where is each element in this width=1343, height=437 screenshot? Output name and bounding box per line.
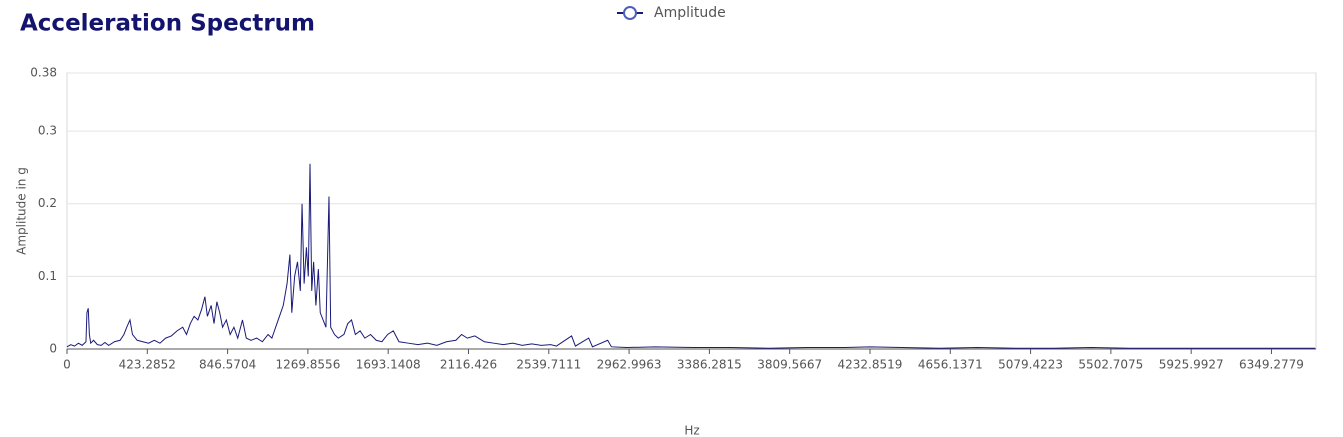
- y-tick-label: 0: [49, 342, 57, 356]
- x-tick-label: 846.5704: [199, 358, 256, 372]
- plot-frame: [66, 72, 1317, 350]
- x-tick-label: 1269.8556: [275, 358, 340, 372]
- y-tick-label: 0.3: [38, 124, 57, 138]
- y-tick-label: 0.1: [38, 269, 57, 283]
- x-tick-label: 6349.2779: [1239, 358, 1304, 372]
- x-tick-label: 3386.2815: [677, 358, 742, 372]
- x-axis-label: Hz: [684, 424, 699, 437]
- x-tick-label: 1693.1408: [356, 358, 421, 372]
- y-tick-label: 0.2: [38, 196, 57, 210]
- x-tick-label: 0: [63, 358, 71, 372]
- x-tick-label: 423.2852: [119, 358, 176, 372]
- x-tick-label: 3809.5667: [757, 358, 822, 372]
- x-tick-label: 4656.1371: [918, 358, 983, 372]
- x-tick-label: 2539.7111: [516, 358, 581, 372]
- x-tick-label: 2962.9963: [597, 358, 662, 372]
- y-tick-label: 0.38: [30, 66, 57, 80]
- x-tick-label: 5502.7075: [1078, 358, 1143, 372]
- spectrum-line: [66, 163, 1316, 349]
- legend-marker: [623, 6, 637, 20]
- x-tick-label: 5925.9927: [1159, 358, 1224, 372]
- x-tick-label: 4232.8519: [838, 358, 903, 372]
- legend-label: Amplitude: [654, 5, 726, 21]
- x-tick-label: 5079.4223: [998, 358, 1063, 372]
- y-axis-label: Amplitude in g: [15, 167, 29, 255]
- x-tick-label: 2116.426: [440, 358, 497, 372]
- chart-title: Acceleration Spectrum: [20, 11, 315, 37]
